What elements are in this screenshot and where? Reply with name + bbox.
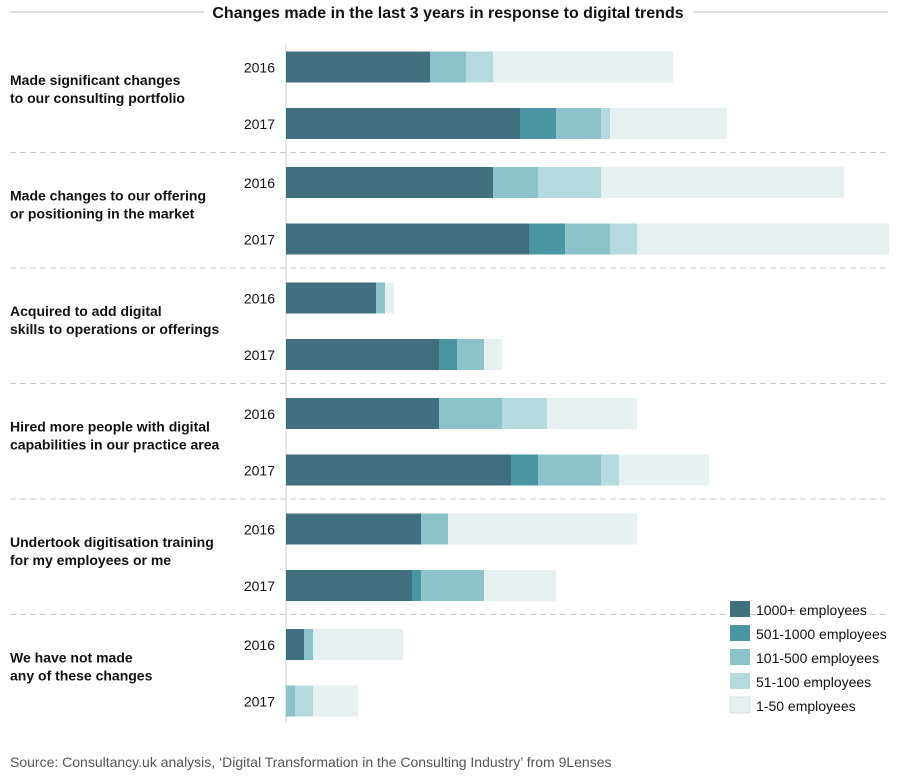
- legend-swatch: [729, 696, 751, 714]
- bar-segment: [448, 513, 637, 545]
- year-label: 2016: [244, 60, 275, 76]
- bar-segment: [610, 108, 727, 139]
- legend-swatch: [730, 673, 750, 689]
- bar-segment: [502, 398, 547, 429]
- bar-segment: [304, 629, 313, 660]
- bar-segment: [466, 51, 493, 83]
- year-label: 2017: [244, 578, 275, 594]
- bar-segment: [430, 51, 466, 83]
- bar-segment: [286, 282, 376, 314]
- bar-segment: [556, 108, 601, 139]
- bar-segment: [538, 454, 601, 486]
- category-label: for my employees or me: [10, 552, 171, 568]
- year-label: 2016: [244, 175, 275, 191]
- legend: 1000+ employees 501-1000 employees 101-500…: [729, 601, 887, 714]
- bar-segment: [439, 339, 457, 370]
- bar-segment: [484, 570, 556, 601]
- category-label: Undertook digitisation training: [10, 534, 214, 550]
- bar-segment: [286, 629, 304, 660]
- bar-segment: [286, 339, 439, 370]
- bar-segment: [286, 570, 412, 601]
- bar-segment: [286, 167, 493, 198]
- bar-segment: [439, 398, 502, 429]
- bar-segment: [412, 570, 421, 601]
- bar-segment: [511, 454, 538, 486]
- year-label: 2017: [244, 232, 275, 248]
- year-label: 2017: [244, 463, 275, 479]
- bar-segment: [286, 223, 529, 255]
- legend-label: 1-50 employees: [756, 698, 856, 714]
- bar-segment: [601, 108, 610, 139]
- category-label: Made changes to our offering: [10, 188, 206, 204]
- bar-segment: [286, 51, 430, 83]
- bar-segment: [565, 223, 610, 255]
- bar-segment: [601, 454, 619, 486]
- bar-segment: [286, 398, 439, 429]
- year-label: 2016: [244, 406, 275, 422]
- category-labels: Made significant changes to our consultin…: [10, 60, 275, 710]
- category-label: Made significant changes: [10, 72, 181, 88]
- legend-label: 501-1000 employees: [756, 626, 887, 642]
- year-label: 2016: [244, 637, 275, 653]
- bar-segment: [286, 685, 295, 717]
- bar-segment: [529, 223, 565, 255]
- year-label: 2016: [244, 291, 275, 307]
- bar-segment: [637, 223, 889, 255]
- bar-segment: [547, 398, 637, 429]
- bar-segment: [610, 223, 637, 255]
- year-label: 2017: [244, 116, 275, 132]
- category-label: skills to operations or offerings: [10, 321, 219, 337]
- bar-segment: [313, 685, 358, 717]
- bar-segment: [457, 339, 484, 370]
- legend-label: 1000+ employees: [756, 602, 867, 618]
- category-label: to our consulting portfolio: [10, 90, 185, 106]
- category-label: Acquired to add digital: [10, 303, 162, 319]
- source-note: Source: Consultancy.uk analysis, ‘Digita…: [10, 754, 612, 770]
- bar-segment: [286, 108, 520, 139]
- bar-segment: [313, 629, 403, 660]
- legend-swatch: [730, 601, 750, 617]
- legend-swatch: [730, 625, 750, 641]
- legend-label: 51-100 employees: [756, 674, 871, 690]
- bar-segment: [421, 570, 484, 601]
- category-label: Hired more people with digital: [10, 419, 210, 435]
- bar-segment: [286, 454, 511, 486]
- chart-title: Changes made in the last 3 years in resp…: [212, 5, 683, 22]
- year-label: 2016: [244, 522, 275, 538]
- bar-segment: [421, 513, 448, 545]
- bar-segment: [376, 282, 385, 314]
- chart-title-group: Changes made in the last 3 years in resp…: [10, 5, 888, 22]
- category-label: capabilities in our practice area: [10, 437, 220, 453]
- bar-marks: [286, 51, 889, 717]
- bar-segment: [295, 685, 313, 717]
- bar-segment: [601, 167, 844, 198]
- bar-segment: [520, 108, 556, 139]
- year-label: 2017: [244, 347, 275, 363]
- bar-segment: [538, 167, 601, 198]
- bar-segment: [493, 167, 538, 198]
- legend-swatch: [730, 649, 750, 665]
- category-label: or positioning in the market: [10, 206, 195, 222]
- bar-segment: [484, 339, 502, 370]
- bar-segment: [493, 51, 673, 83]
- category-label: We have not made: [10, 650, 133, 666]
- bar-segment: [286, 513, 421, 545]
- legend-label: 101-500 employees: [756, 650, 879, 666]
- bar-segment: [619, 454, 709, 486]
- bar-segment: [385, 282, 394, 314]
- year-label: 2017: [244, 694, 275, 710]
- category-label: any of these changes: [10, 668, 153, 684]
